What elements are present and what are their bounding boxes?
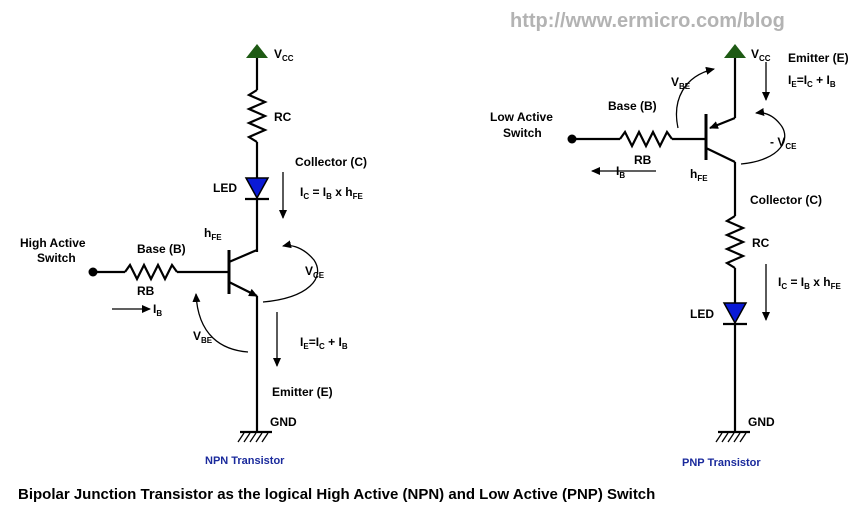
pnp-switch-label-2: Switch	[503, 126, 542, 140]
npn-emitter-label: Emitter (E)	[272, 385, 333, 399]
pnp-vce-label: - VCE	[770, 135, 797, 151]
npn-rc-resistor	[246, 89, 268, 143]
npn-led-label: LED	[213, 181, 237, 195]
npn-vbe-label: VBE	[193, 329, 213, 345]
npn-rc-label: RC	[274, 110, 292, 124]
pnp-hfe-label: hFE	[690, 167, 708, 183]
npn-ie-equation: IE=IC + IB	[300, 335, 348, 351]
pnp-rc-resistor	[724, 215, 746, 269]
pnp-gnd-label: GND	[748, 415, 775, 429]
npn-collector-label: Collector (C)	[295, 155, 367, 169]
pnp-vbe-arrow	[675, 66, 715, 129]
npn-led	[244, 177, 270, 200]
npn-vcc-triangle	[246, 44, 268, 58]
npn-rb-label: RB	[137, 284, 155, 298]
npn-circuit: VCC RC LED GND	[20, 44, 367, 467]
npn-ic-equation: IC = IB x hFE	[300, 185, 363, 201]
npn-vcc-label: VCC	[274, 47, 294, 63]
npn-switch-label-2: Switch	[37, 251, 76, 265]
pnp-ib-label: IB	[616, 164, 625, 180]
pnp-rb-label: RB	[634, 153, 652, 167]
pnp-led-label: LED	[690, 307, 714, 321]
npn-gnd-symbol	[237, 430, 272, 443]
npn-vbe-arrow	[192, 293, 249, 353]
pnp-vbe-label: VBE	[671, 75, 691, 91]
pnp-gnd-symbol	[715, 430, 750, 443]
pnp-rc-label: RC	[752, 236, 770, 250]
npn-switch-label-1: High Active	[20, 236, 86, 250]
npn-hfe-label: hFE	[204, 226, 222, 242]
pnp-circuit: VCC RC LED GND Low Activ	[490, 44, 849, 469]
pnp-rb-resistor	[619, 129, 673, 149]
pnp-collector-label: Collector (C)	[750, 193, 822, 207]
pnp-emitter-arrow	[709, 116, 736, 130]
npn-title: NPN Transistor	[205, 455, 285, 467]
npn-base-label: Base (B)	[137, 242, 186, 256]
pnp-vce-arrow	[740, 108, 786, 165]
pnp-title: PNP Transistor	[682, 457, 761, 469]
npn-gnd-label: GND	[270, 415, 297, 429]
pnp-switch-label-1: Low Active	[490, 110, 553, 124]
pnp-ie-equation: IE=IC + IB	[788, 73, 836, 89]
pnp-led	[722, 302, 748, 325]
pnp-vcc-triangle	[724, 44, 746, 58]
npn-vce-arrow	[262, 240, 319, 303]
watermark-text: http://www.ermicro.com/blog	[510, 10, 785, 32]
pnp-emitter-label: Emitter (E)	[788, 51, 849, 65]
npn-ib-label: IB	[153, 302, 162, 318]
pnp-ic-equation: IC = IB x hFE	[778, 275, 841, 291]
figure-caption: Bipolar Junction Transistor as the logic…	[18, 486, 655, 503]
npn-rb-resistor	[124, 262, 178, 282]
pnp-vcc-label: VCC	[751, 47, 771, 63]
pnp-base-label: Base (B)	[608, 99, 657, 113]
npn-vce-label: VCE	[305, 264, 325, 280]
